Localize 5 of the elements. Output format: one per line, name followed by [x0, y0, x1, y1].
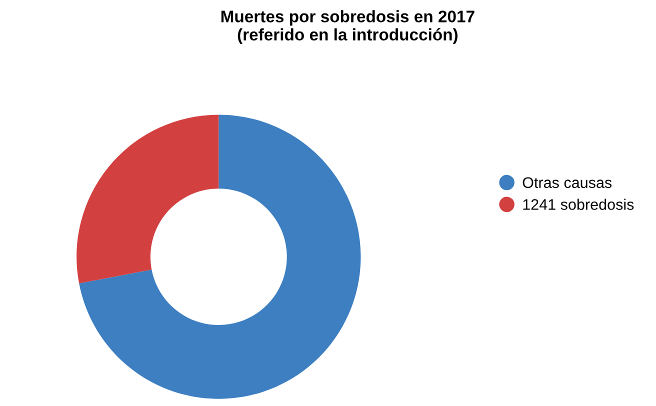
legend-label: Otras causas	[522, 177, 612, 188]
legend-label: 1241 sobredosis	[523, 198, 634, 210]
chart-title: Muertes por sobredosis en 2017 (referido en la introducción)	[221, 10, 474, 44]
donut-slice	[76, 114, 219, 284]
donut-slice	[79, 114, 361, 399]
